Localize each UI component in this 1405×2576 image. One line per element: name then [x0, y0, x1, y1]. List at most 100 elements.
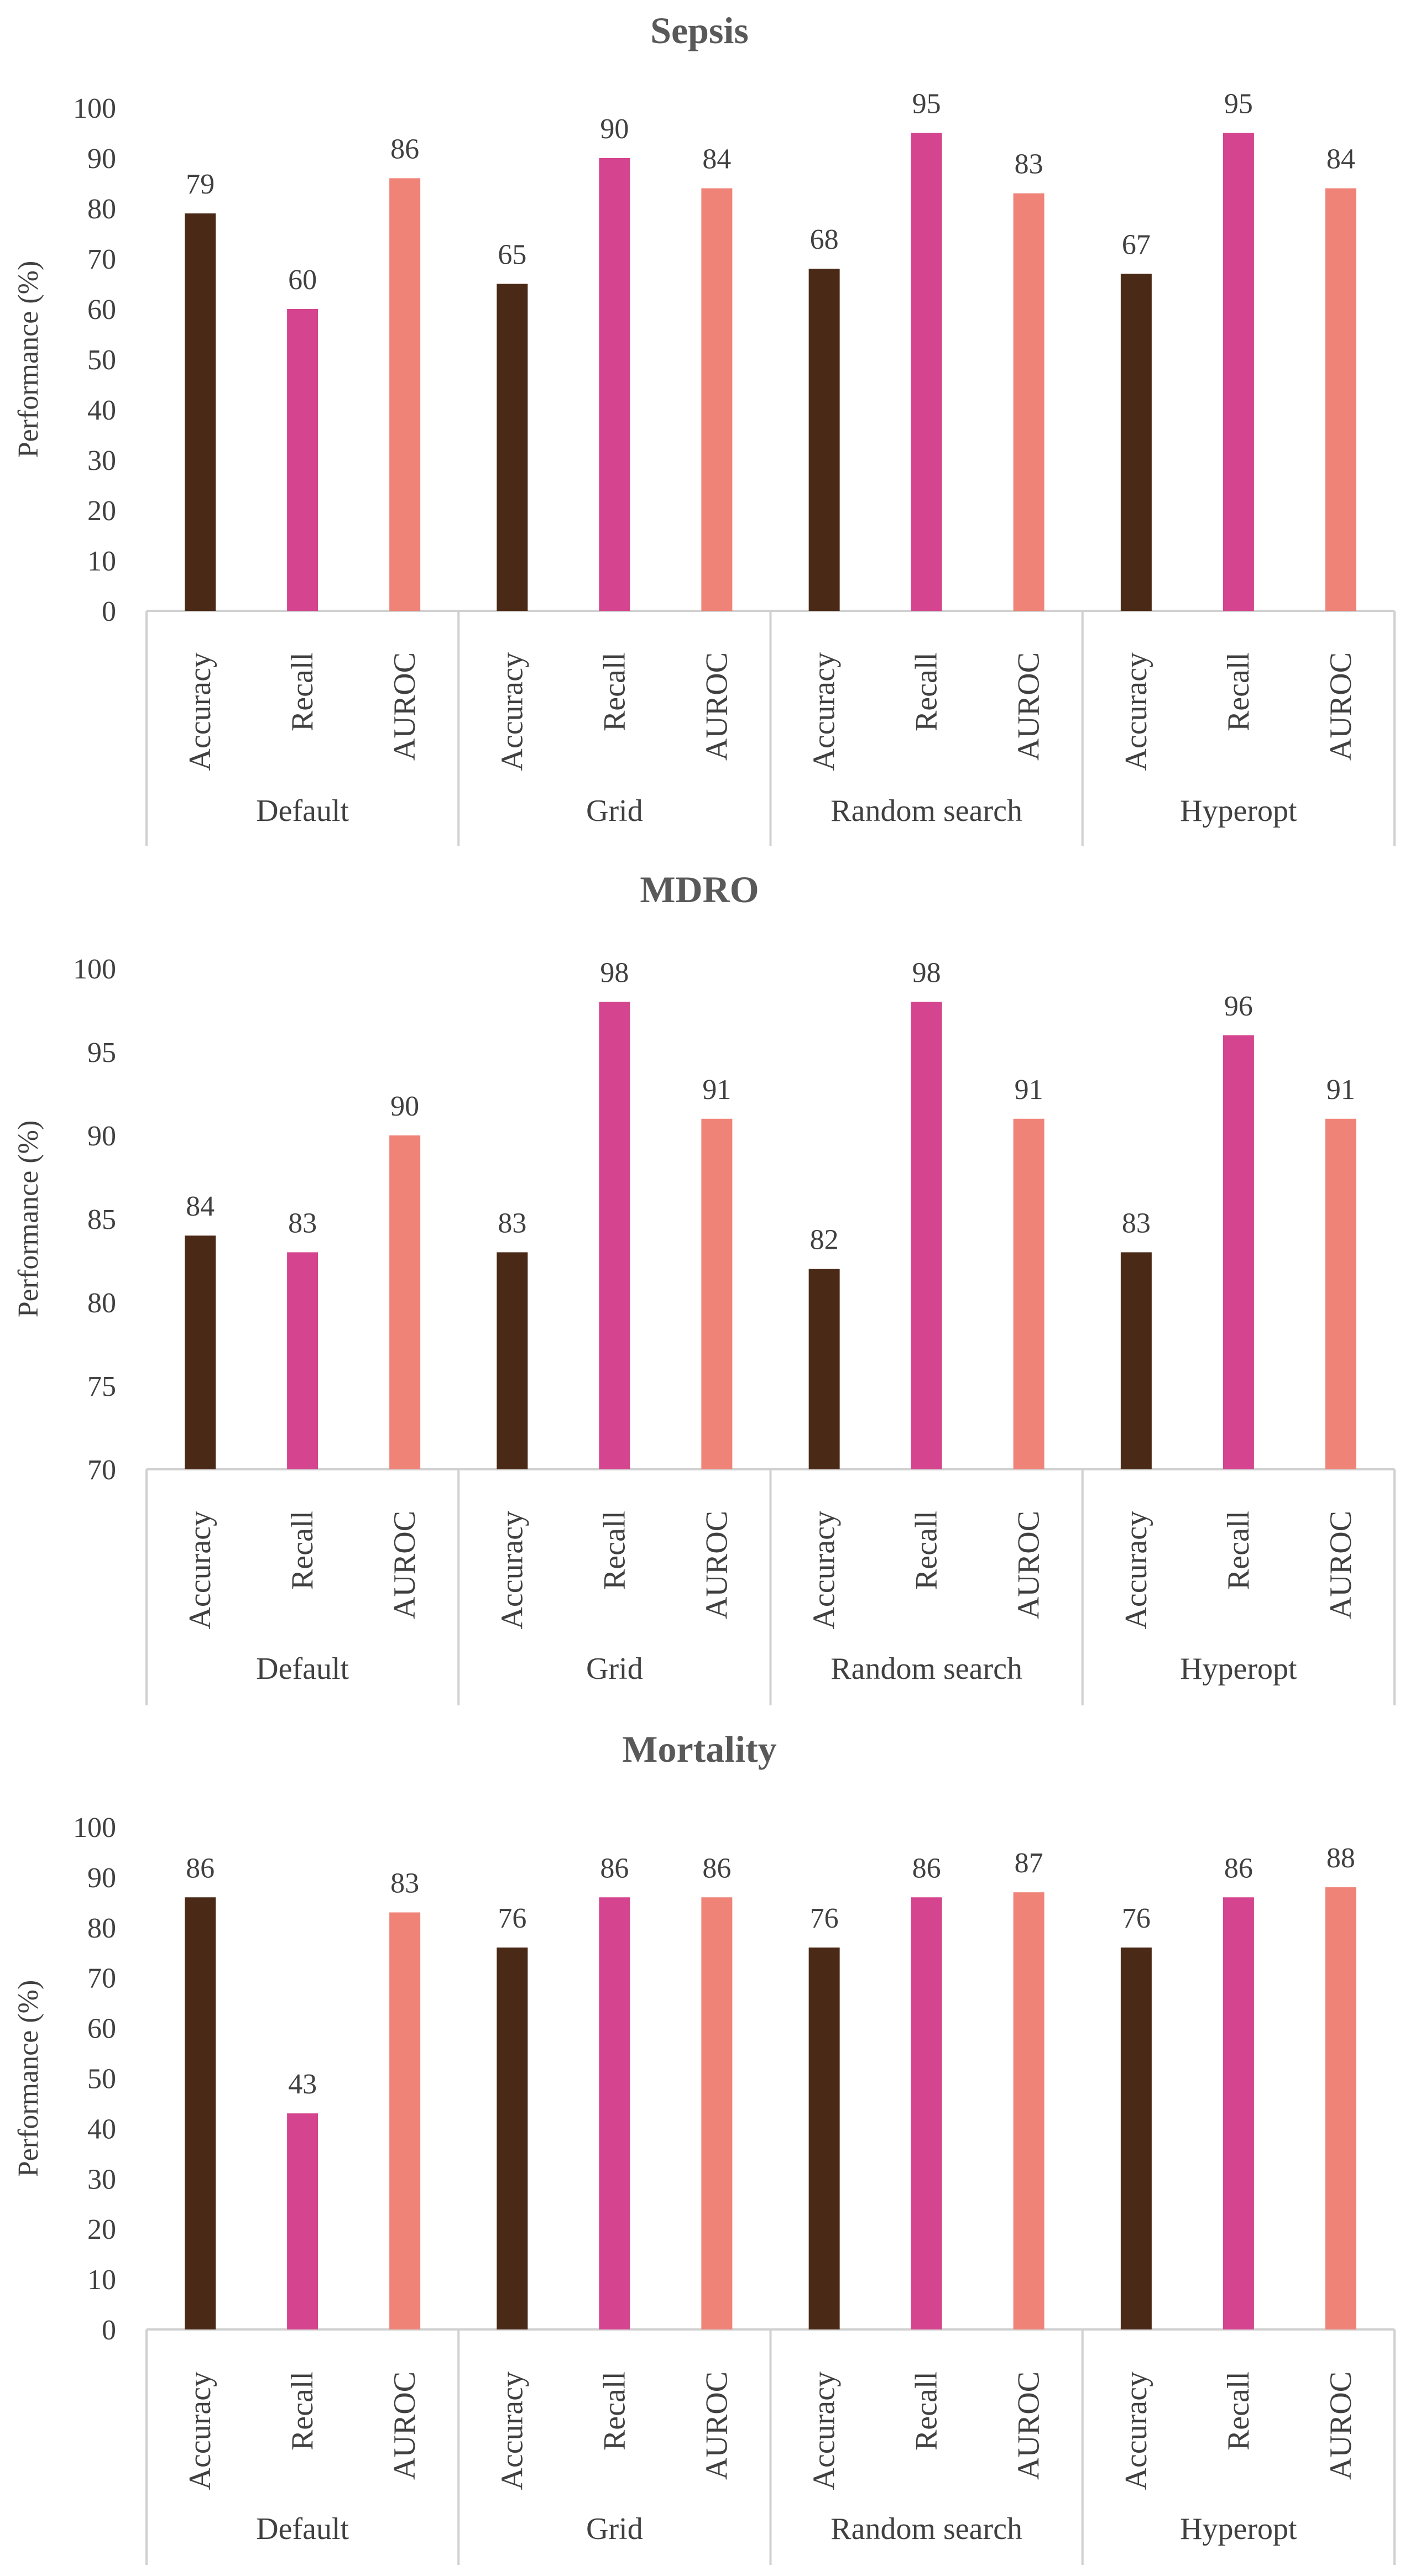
y-tick-label: 60 [87, 294, 116, 326]
x-category-label: AUROC [1324, 1511, 1358, 1619]
y-axis-label: Performance (%) [13, 1980, 44, 2177]
bar-auroc [389, 1135, 421, 1469]
data-label: 67 [1122, 229, 1151, 260]
x-group-label: Default [256, 794, 349, 828]
y-tick-label: 90 [87, 1862, 116, 1894]
x-group-label: Random search [831, 1652, 1022, 1686]
x-category-label: AUROC [388, 1511, 422, 1619]
y-tick-label: 10 [87, 546, 116, 577]
bar-recall [287, 309, 318, 611]
y-tick-label: 80 [87, 1913, 116, 1944]
x-category-label: Recall [597, 2371, 631, 2451]
y-tick-label: 70 [87, 244, 116, 275]
data-label: 86 [912, 1852, 941, 1884]
x-group-label: Hyperopt [1180, 794, 1297, 828]
bar-accuracy [497, 284, 528, 611]
bar-auroc [1325, 1887, 1356, 2329]
bar-auroc [389, 1912, 421, 2329]
x-category-label: Accuracy [1119, 1511, 1153, 1630]
x-category-label: AUROC [1324, 652, 1358, 761]
bar-accuracy [1120, 1947, 1152, 2329]
y-tick-label: 20 [87, 2214, 116, 2245]
x-category-label: AUROC [1012, 652, 1046, 761]
y-tick-label: 40 [87, 395, 116, 426]
data-label: 83 [390, 1868, 419, 1899]
y-tick-label: 30 [87, 2164, 116, 2195]
y-tick-label: 20 [87, 495, 116, 527]
x-group-label: Default [256, 2512, 349, 2546]
bar-accuracy [497, 1252, 528, 1469]
x-category-label: Recall [910, 652, 944, 731]
x-group-label: Default [256, 1652, 349, 1686]
bar-auroc [1013, 1118, 1044, 1469]
bar-recall [1223, 1897, 1254, 2329]
x-category-label: Accuracy [183, 1511, 217, 1630]
x-category-label: AUROC [388, 652, 422, 761]
bar-recall [1223, 133, 1254, 611]
y-tick-label: 80 [87, 1287, 116, 1319]
x-category-label: Recall [1221, 2371, 1256, 2451]
x-group-label: Grid [586, 1652, 643, 1686]
bar-auroc [1325, 188, 1356, 611]
x-category-label: Recall [597, 652, 631, 731]
y-tick-label: 70 [87, 1454, 116, 1486]
y-tick-label: 70 [87, 1963, 116, 1994]
x-category-label: Recall [910, 2371, 944, 2451]
bar-accuracy [1120, 274, 1152, 611]
bar-recall [911, 1002, 942, 1469]
y-axis-label: Performance (%) [13, 1121, 44, 1318]
x-group-label: Hyperopt [1180, 2512, 1297, 2546]
bar-auroc [701, 188, 733, 611]
bar-auroc [1013, 193, 1044, 611]
data-label: 86 [600, 1852, 629, 1884]
y-tick-label: 0 [102, 596, 116, 627]
data-label: 76 [498, 1903, 526, 1934]
data-label: 86 [186, 1852, 215, 1884]
x-category-label: Accuracy [1119, 2371, 1153, 2490]
x-category-label: AUROC [699, 652, 734, 761]
bar-accuracy [808, 1947, 840, 2329]
x-category-label: Recall [910, 1511, 944, 1590]
data-label: 95 [1224, 88, 1253, 120]
data-label: 88 [1326, 1842, 1355, 1874]
y-tick-label: 90 [87, 1121, 116, 1152]
x-group-label: Random search [831, 794, 1022, 828]
data-label: 91 [1326, 1074, 1355, 1106]
data-label: 86 [1224, 1852, 1253, 1884]
x-category-label: Recall [1221, 652, 1256, 731]
y-tick-label: 60 [87, 2013, 116, 2045]
bar-recall [599, 1897, 630, 2329]
data-label: 84 [186, 1191, 215, 1222]
y-tick-label: 0 [102, 2315, 116, 2346]
data-label: 84 [1326, 144, 1355, 175]
bar-accuracy [808, 1269, 840, 1469]
x-category-label: Accuracy [1119, 652, 1153, 771]
bar-auroc [1013, 1892, 1044, 2329]
x-category-label: AUROC [699, 1511, 734, 1619]
data-label: 90 [600, 113, 629, 145]
x-category-label: Accuracy [495, 1511, 529, 1630]
x-category-label: AUROC [388, 2371, 422, 2480]
bar-accuracy [1120, 1252, 1152, 1469]
data-label: 98 [600, 957, 629, 988]
x-category-label: Accuracy [807, 652, 842, 771]
data-label: 79 [186, 169, 215, 200]
y-tick-label: 90 [87, 143, 116, 175]
data-label: 76 [810, 1903, 839, 1934]
bar-accuracy [808, 269, 840, 611]
data-label: 83 [1015, 149, 1043, 180]
bar-recall [599, 1002, 630, 1469]
bar-auroc [389, 178, 421, 611]
x-category-label: Accuracy [495, 2371, 529, 2490]
y-tick-label: 50 [87, 344, 116, 376]
data-label: 60 [288, 264, 317, 296]
data-label: 95 [912, 88, 941, 120]
x-category-label: Accuracy [183, 652, 217, 771]
y-tick-label: 50 [87, 2064, 116, 2095]
x-group-label: Random search [831, 2512, 1022, 2546]
y-tick-label: 80 [87, 193, 116, 225]
y-tick-label: 40 [87, 2113, 116, 2145]
x-category-label: AUROC [1012, 1511, 1046, 1619]
bar-recall [287, 2113, 318, 2329]
